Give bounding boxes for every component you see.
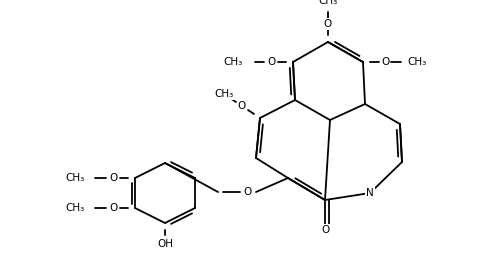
Text: OH: OH — [157, 239, 173, 249]
Text: O: O — [244, 187, 252, 197]
Text: CH₃: CH₃ — [66, 173, 85, 183]
Text: O: O — [238, 101, 246, 111]
Text: O: O — [324, 19, 332, 29]
Text: N: N — [366, 188, 374, 198]
Text: O: O — [109, 203, 117, 213]
Text: CH₃: CH₃ — [66, 203, 85, 213]
Text: CH₃: CH₃ — [318, 0, 338, 6]
Text: O: O — [109, 173, 117, 183]
Text: O: O — [381, 57, 389, 67]
Text: O: O — [267, 57, 275, 67]
Text: CH₃: CH₃ — [215, 89, 234, 99]
Text: CH₃: CH₃ — [407, 57, 426, 67]
Text: O: O — [321, 225, 329, 235]
Text: CH₃: CH₃ — [224, 57, 243, 67]
